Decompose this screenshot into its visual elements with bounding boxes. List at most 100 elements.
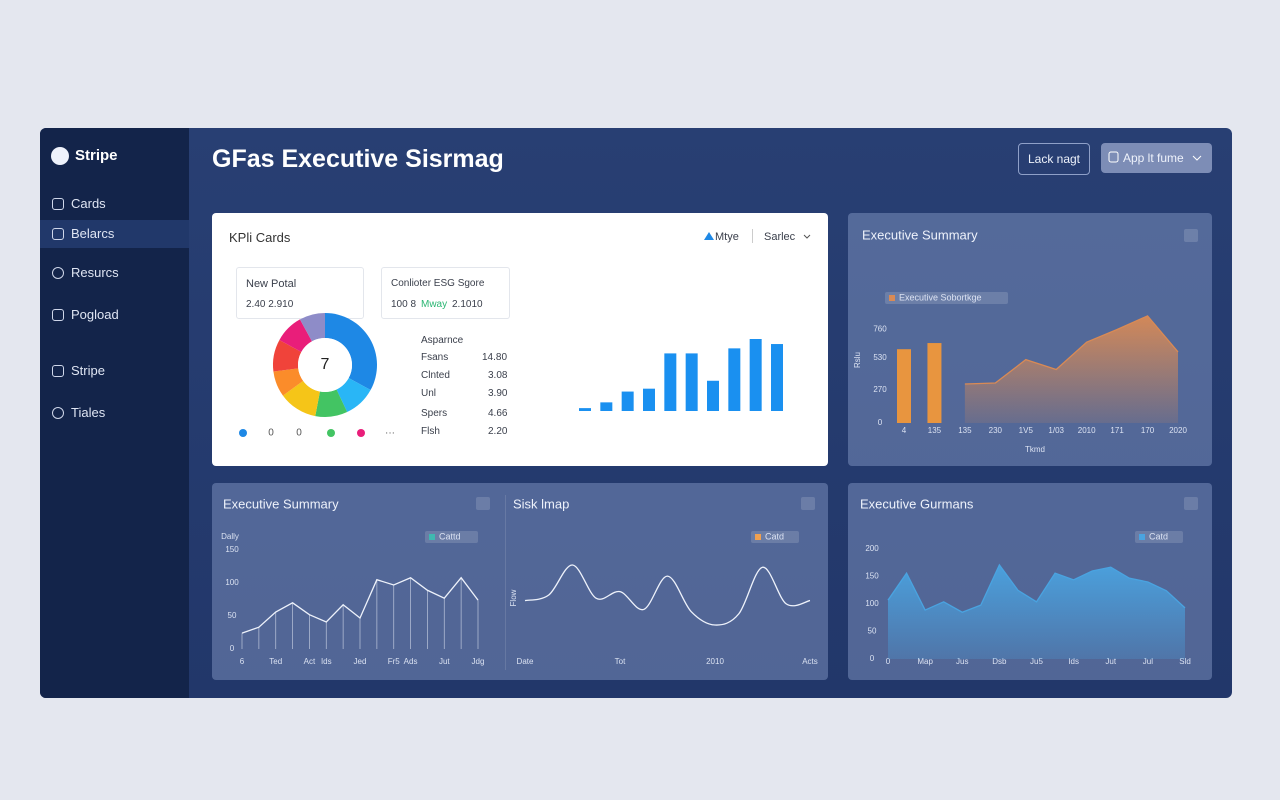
legend-box <box>751 531 799 543</box>
x-tick-label: 2010 <box>1078 426 1096 435</box>
chevron <box>1192 155 1202 161</box>
control[interactable]: Mtye <box>715 231 739 243</box>
table-cell: Fsans <box>421 352 449 363</box>
line <box>887 563 1186 613</box>
bar <box>897 349 911 423</box>
line <box>241 576 479 634</box>
card-menu[interactable] <box>1184 497 1198 510</box>
card-title: Sisk lmap <box>513 496 569 511</box>
legend-swatch <box>889 295 895 301</box>
card-menu[interactable] <box>1184 229 1198 242</box>
y-tick-label: 0 <box>870 654 875 663</box>
card-title: Executive Gurmans <box>860 496 974 511</box>
legend-box <box>1135 531 1183 543</box>
bar <box>664 353 677 411</box>
tile-value: 2.40 2.910 <box>246 299 294 310</box>
legend-label: 0 <box>296 428 302 439</box>
y-tick-label: 50 <box>868 627 877 636</box>
x-tick-label: Sld <box>1179 657 1191 666</box>
legend-label: Cattd <box>439 531 461 541</box>
legend-label: Catd <box>765 531 784 541</box>
table-cell: 3.90 <box>488 388 508 399</box>
tile-value: 100 8 <box>391 299 417 310</box>
nav-label: Pogload <box>71 307 119 322</box>
nav-item[interactable]: Cards <box>40 190 189 218</box>
nav-label: Belarcs <box>71 226 115 241</box>
x-tick-label: Ju5 <box>1030 657 1043 666</box>
bar <box>579 408 591 411</box>
chevron <box>803 234 811 239</box>
x-tick-label: 135 <box>958 426 972 435</box>
x-tick-label: Jul <box>1143 657 1153 666</box>
x-tick-label: 135 <box>928 426 942 435</box>
card-menu[interactable] <box>801 497 815 510</box>
legend-label: Executive Sobortkge <box>899 292 982 302</box>
x-tick-label: Acts <box>802 657 818 666</box>
x-tick-label: Ids <box>1068 657 1079 666</box>
control[interactable]: Sarlec <box>764 231 796 243</box>
page-title: GFas Executive Sisrmag <box>212 145 504 173</box>
nav-label: Resurcs <box>71 265 119 280</box>
bar <box>749 339 762 411</box>
y-tick-label: 200 <box>865 544 879 553</box>
kpi-tile: Conlioter ESG Sgore 100 8 Mway 2.1010 <box>381 267 510 319</box>
table-header: Asparnce <box>421 335 464 346</box>
kpi-card: KPli Cards Mtye Sarlec New Potal 2.40 2.… <box>212 213 828 466</box>
card-menu[interactable] <box>476 497 490 510</box>
kpi-tile: New Potal 2.40 2.910 <box>236 267 364 319</box>
y-tick-label: 50 <box>228 611 237 620</box>
y-tick-label: 150 <box>225 545 239 554</box>
x-tick-label: 230 <box>989 426 1003 435</box>
table-cell: 4.66 <box>488 408 508 419</box>
legend-label: Catd <box>1149 531 1168 541</box>
button[interactable]: App lt fume <box>1101 143 1212 173</box>
x-tick-label: 2010 <box>706 657 724 666</box>
divider <box>752 229 753 243</box>
table-cell: Clnted <box>421 370 450 381</box>
legend-label: 0 <box>268 428 274 439</box>
nav-item[interactable]: Pogload <box>40 301 189 329</box>
x-tick-label: 0 <box>886 657 891 666</box>
x-tick-label: 6 <box>240 657 245 666</box>
nav-label: Stripe <box>71 363 105 378</box>
legend-dot <box>239 429 247 437</box>
nav-item[interactable]: Belarcs <box>40 220 189 248</box>
tile-extra: 2.1010 <box>452 299 483 310</box>
nav-item[interactable]: Stripe <box>40 357 189 385</box>
nav-item[interactable]: Tiales <box>40 399 189 427</box>
button[interactable]: Lack nagt <box>1018 143 1090 175</box>
x-axis-label: Tkmd <box>1025 445 1045 454</box>
bar <box>771 344 783 411</box>
line <box>964 315 1179 385</box>
pie-segment <box>279 319 312 352</box>
y-axis-label: Dally <box>221 532 239 541</box>
pie-segment <box>299 313 325 342</box>
x-tick-label: 2020 <box>1169 426 1187 435</box>
chart-card <box>212 483 828 680</box>
x-tick-label: 170 <box>1141 426 1155 435</box>
nav-item[interactable]: Resurcs <box>40 259 189 287</box>
x-tick-label: Map <box>917 657 933 666</box>
pie-segment <box>315 389 348 418</box>
bar <box>643 388 655 411</box>
x-tick-label: Dsb <box>992 657 1007 666</box>
table-cell: Unl <box>421 388 437 399</box>
brand-icon <box>51 147 69 165</box>
pie-segment <box>273 368 304 396</box>
bar <box>927 343 942 423</box>
divider <box>505 495 506 670</box>
x-tick-label: 4 <box>902 426 907 435</box>
y-tick-label: 530 <box>873 353 887 362</box>
card-title: Executive Summary <box>223 496 339 511</box>
sidebar: Stripe Cards Belarcs Resurcs Pogload Str… <box>40 128 189 698</box>
area <box>888 564 1185 659</box>
y-tick-label: 100 <box>865 599 879 608</box>
table-cell: 2.20 <box>488 426 508 437</box>
table-cell: 3.08 <box>488 370 508 381</box>
y-tick-label: 0 <box>878 418 883 427</box>
bar <box>707 380 719 411</box>
legend-label: ··· <box>385 428 395 439</box>
x-tick-label: Ted <box>269 657 282 666</box>
x-tick-label: Fr5 <box>388 657 401 666</box>
